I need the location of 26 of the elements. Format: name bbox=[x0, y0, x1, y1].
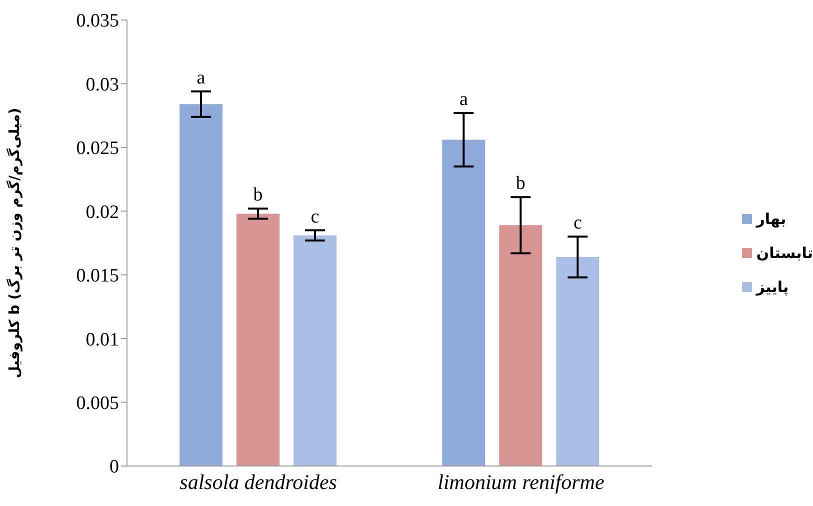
y-tick-label: 0 bbox=[110, 456, 119, 478]
y-axis-title: کلروفیل b (میلی‌گرم/گرم وزن تر برگ) bbox=[6, 108, 23, 378]
bar bbox=[236, 214, 280, 466]
y-tick-label: 0.03 bbox=[86, 74, 119, 96]
x-tick-label: limonium reniforme bbox=[438, 470, 604, 494]
legend-label: پاییز bbox=[756, 278, 789, 296]
bar bbox=[499, 225, 542, 466]
legend-label: تابستان bbox=[756, 244, 813, 262]
y-tick-label: 0.01 bbox=[86, 329, 119, 350]
bar bbox=[442, 140, 486, 466]
data-label: a bbox=[459, 89, 468, 110]
y-tick-label: 0.025 bbox=[76, 138, 119, 160]
y-tick-label: 0.02 bbox=[86, 202, 119, 223]
bar bbox=[556, 257, 600, 466]
y-tick-label: 0.005 bbox=[76, 393, 119, 414]
legend-label: بهار bbox=[756, 210, 786, 228]
data-label: c bbox=[310, 206, 320, 228]
x-tick-label: salsola dendroides bbox=[180, 470, 337, 494]
data-label: a bbox=[196, 67, 206, 88]
data-label: c bbox=[573, 212, 582, 234]
y-tick-label: 0.035 bbox=[76, 10, 119, 32]
y-tick-label: 0.015 bbox=[76, 266, 119, 287]
bar bbox=[294, 235, 337, 466]
data-label: b bbox=[516, 173, 526, 194]
bar bbox=[180, 104, 223, 466]
data-label: b bbox=[253, 184, 263, 206]
